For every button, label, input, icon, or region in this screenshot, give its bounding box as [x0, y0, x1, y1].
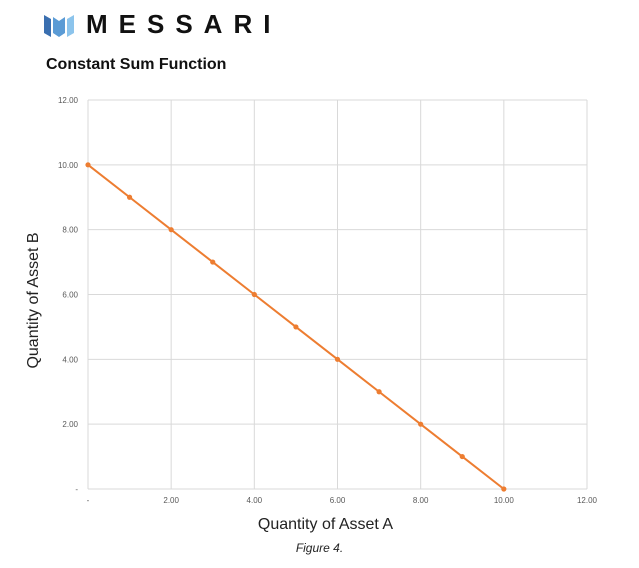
- brand-name: MESSARI: [86, 9, 282, 39]
- data-point: [210, 259, 216, 265]
- y-tick-label: 6.00: [62, 291, 78, 300]
- data-point: [85, 162, 91, 168]
- data-point: [168, 227, 174, 233]
- y-tick-label: 2.00: [62, 420, 78, 429]
- data-point: [501, 486, 507, 492]
- x-tick-label: 2.00: [163, 496, 179, 505]
- brand-header: MESSARI: [44, 10, 281, 38]
- data-point: [334, 356, 341, 362]
- x-axis-label: Quantity of Asset A: [258, 516, 394, 533]
- data-point: [126, 194, 133, 200]
- chart-title: Constant Sum Function: [46, 56, 227, 73]
- data-point: [376, 389, 382, 395]
- x-tick-label: 6.00: [330, 496, 346, 505]
- y-tick-label: 8.00: [62, 226, 78, 235]
- x-tick-label: -: [87, 496, 90, 505]
- data-point: [459, 453, 465, 460]
- data-point: [293, 324, 299, 330]
- y-tick-label: 12.00: [58, 96, 79, 105]
- x-tick-label: 10.00: [494, 496, 515, 505]
- y-tick-label: 4.00: [62, 355, 78, 364]
- data-point: [251, 291, 257, 298]
- y-axis-label: Quantity of Asset B: [25, 232, 42, 368]
- y-tick-label: 10.00: [58, 161, 79, 170]
- x-tick-label: 8.00: [413, 496, 429, 505]
- data-point: [418, 421, 424, 427]
- x-tick-label: 4.00: [247, 496, 263, 505]
- messari-logo-icon: [44, 15, 74, 37]
- figure-caption: Figure 4.: [295, 541, 344, 555]
- y-tick-label: -: [75, 485, 78, 494]
- x-tick-label: 12.00: [577, 496, 598, 505]
